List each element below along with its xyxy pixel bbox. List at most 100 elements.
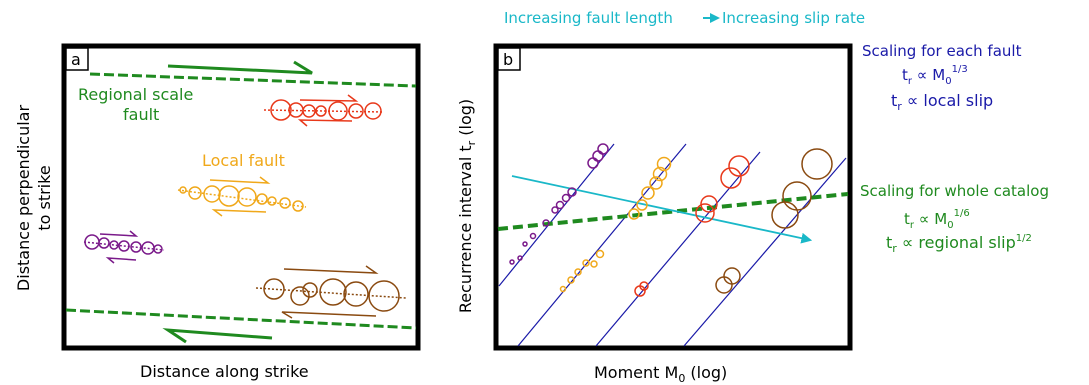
red-slip-arrow-top: [299, 94, 359, 102]
purple-event: [509, 259, 515, 265]
increasing-fault-length-label: Increasing fault length: [504, 9, 673, 27]
orange-event: [628, 208, 640, 220]
purple-fault-trace: [83, 241, 165, 251]
panel-b-xlabel: Moment M0 (log): [594, 363, 727, 385]
whole-catalog-scaling-line: [497, 192, 849, 231]
purple-event: [109, 240, 119, 250]
each-fault-eq2: tr ∝ local slip: [891, 91, 993, 113]
purple-slip-arrow-top: [99, 230, 139, 237]
regional-fault-bottom: [65, 308, 417, 330]
red-event: [639, 281, 649, 291]
purple-event: [561, 193, 571, 203]
regional-fault-top: [89, 72, 417, 88]
cyan-trend-arrow: [511, 175, 813, 244]
brown-local-fault: [255, 265, 407, 319]
orange-events-b: [559, 156, 672, 293]
orange-local-fault: [177, 176, 307, 217]
purple-event: [551, 206, 559, 214]
red-events-b: [634, 155, 750, 297]
blue-scaling-line-orange: [517, 143, 687, 347]
regional-fault-label-line1: Regional scale: [78, 85, 193, 104]
purple-event: [522, 241, 528, 247]
regional-slip-arrow-top: [167, 60, 313, 75]
purple-local-fault: [83, 230, 165, 264]
regional-fault-label-line2: fault: [123, 105, 159, 124]
purple-events-b: [509, 143, 609, 265]
whole-catalog-title: Scaling for whole catalog: [860, 182, 1049, 200]
panel-b: b: [456, 43, 853, 385]
brown-event: [771, 201, 799, 229]
panel-a: a Regional scale fault Local fault: [14, 43, 421, 381]
brown-fault-trace: [255, 287, 407, 299]
panel-a-xlabel: Distance along strike: [140, 362, 309, 381]
panel-a-frame: [61, 43, 421, 351]
each-fault-scaling-text: Scaling for each fault tr ∝ M01/3 tr ∝ l…: [862, 42, 1022, 113]
red-slip-arrow-bottom: [297, 119, 353, 127]
brown-event: [801, 148, 833, 180]
purple-event: [529, 232, 537, 240]
increasing-slip-rate-label: Increasing slip rate: [722, 9, 865, 27]
whole-catalog-eq1: tr ∝ M01/6: [904, 208, 970, 231]
orange-event: [218, 185, 240, 207]
purple-event: [517, 255, 523, 261]
orange-event: [582, 259, 590, 267]
orange-event: [256, 193, 268, 205]
brown-events-b: [715, 148, 833, 294]
purple-slip-arrow-bottom: [105, 257, 137, 264]
red-event: [302, 104, 316, 118]
red-event: [728, 155, 750, 177]
red-fault-trace: [263, 109, 385, 113]
orange-event: [567, 276, 575, 284]
orange-event: [188, 186, 202, 200]
orange-event: [652, 166, 668, 182]
brown-event: [723, 267, 741, 285]
panel-a-ylabel-line2: to strike: [35, 165, 54, 230]
orange-fault-trace: [177, 189, 307, 208]
red-event: [700, 195, 718, 213]
each-fault-title: Scaling for each fault: [862, 42, 1022, 60]
purple-event: [130, 241, 142, 253]
red-event: [720, 167, 742, 189]
brown-event: [290, 286, 310, 306]
red-event: [695, 203, 715, 223]
regional-slip-arrow-bottom: [162, 328, 273, 344]
orange-event: [237, 187, 257, 207]
red-event: [328, 101, 348, 121]
panel-b-label-box: [497, 47, 521, 71]
local-fault-label: Local fault: [202, 151, 285, 170]
purple-event: [118, 240, 130, 252]
brown-event: [263, 278, 285, 300]
orange-event: [279, 197, 291, 209]
purple-event: [587, 157, 599, 169]
brown-event: [343, 281, 369, 307]
orange-event: [641, 186, 655, 200]
brown-event: [368, 280, 400, 312]
orange-event: [267, 196, 277, 206]
top-annotation: Increasing fault length Increasing slip …: [504, 9, 865, 27]
purple-event: [84, 234, 100, 250]
brown-slip-arrow-top: [283, 265, 379, 274]
purple-event: [98, 237, 110, 249]
red-event: [315, 105, 327, 117]
purple-event: [555, 200, 565, 210]
orange-event: [559, 285, 567, 293]
orange-event: [649, 176, 663, 190]
orange-event: [636, 199, 648, 211]
each-fault-eq1: tr ∝ M01/3: [902, 64, 968, 87]
purple-event: [153, 244, 163, 254]
red-event: [348, 103, 364, 119]
panel-b-label: b: [503, 50, 513, 69]
brown-event: [782, 181, 812, 211]
red-event: [364, 102, 382, 120]
panel-b-frame: [493, 43, 853, 351]
brown-event: [319, 278, 347, 306]
purple-event: [567, 187, 577, 197]
orange-event: [595, 249, 605, 259]
purple-event: [592, 150, 604, 162]
orange-event: [590, 260, 598, 268]
red-event: [270, 99, 292, 121]
purple-event: [597, 143, 609, 155]
orange-event: [203, 185, 221, 203]
panel-a-ylabel-line1: Distance perpendicular: [14, 105, 33, 292]
whole-catalog-eq2: tr ∝ regional slip1/2: [886, 233, 1032, 255]
